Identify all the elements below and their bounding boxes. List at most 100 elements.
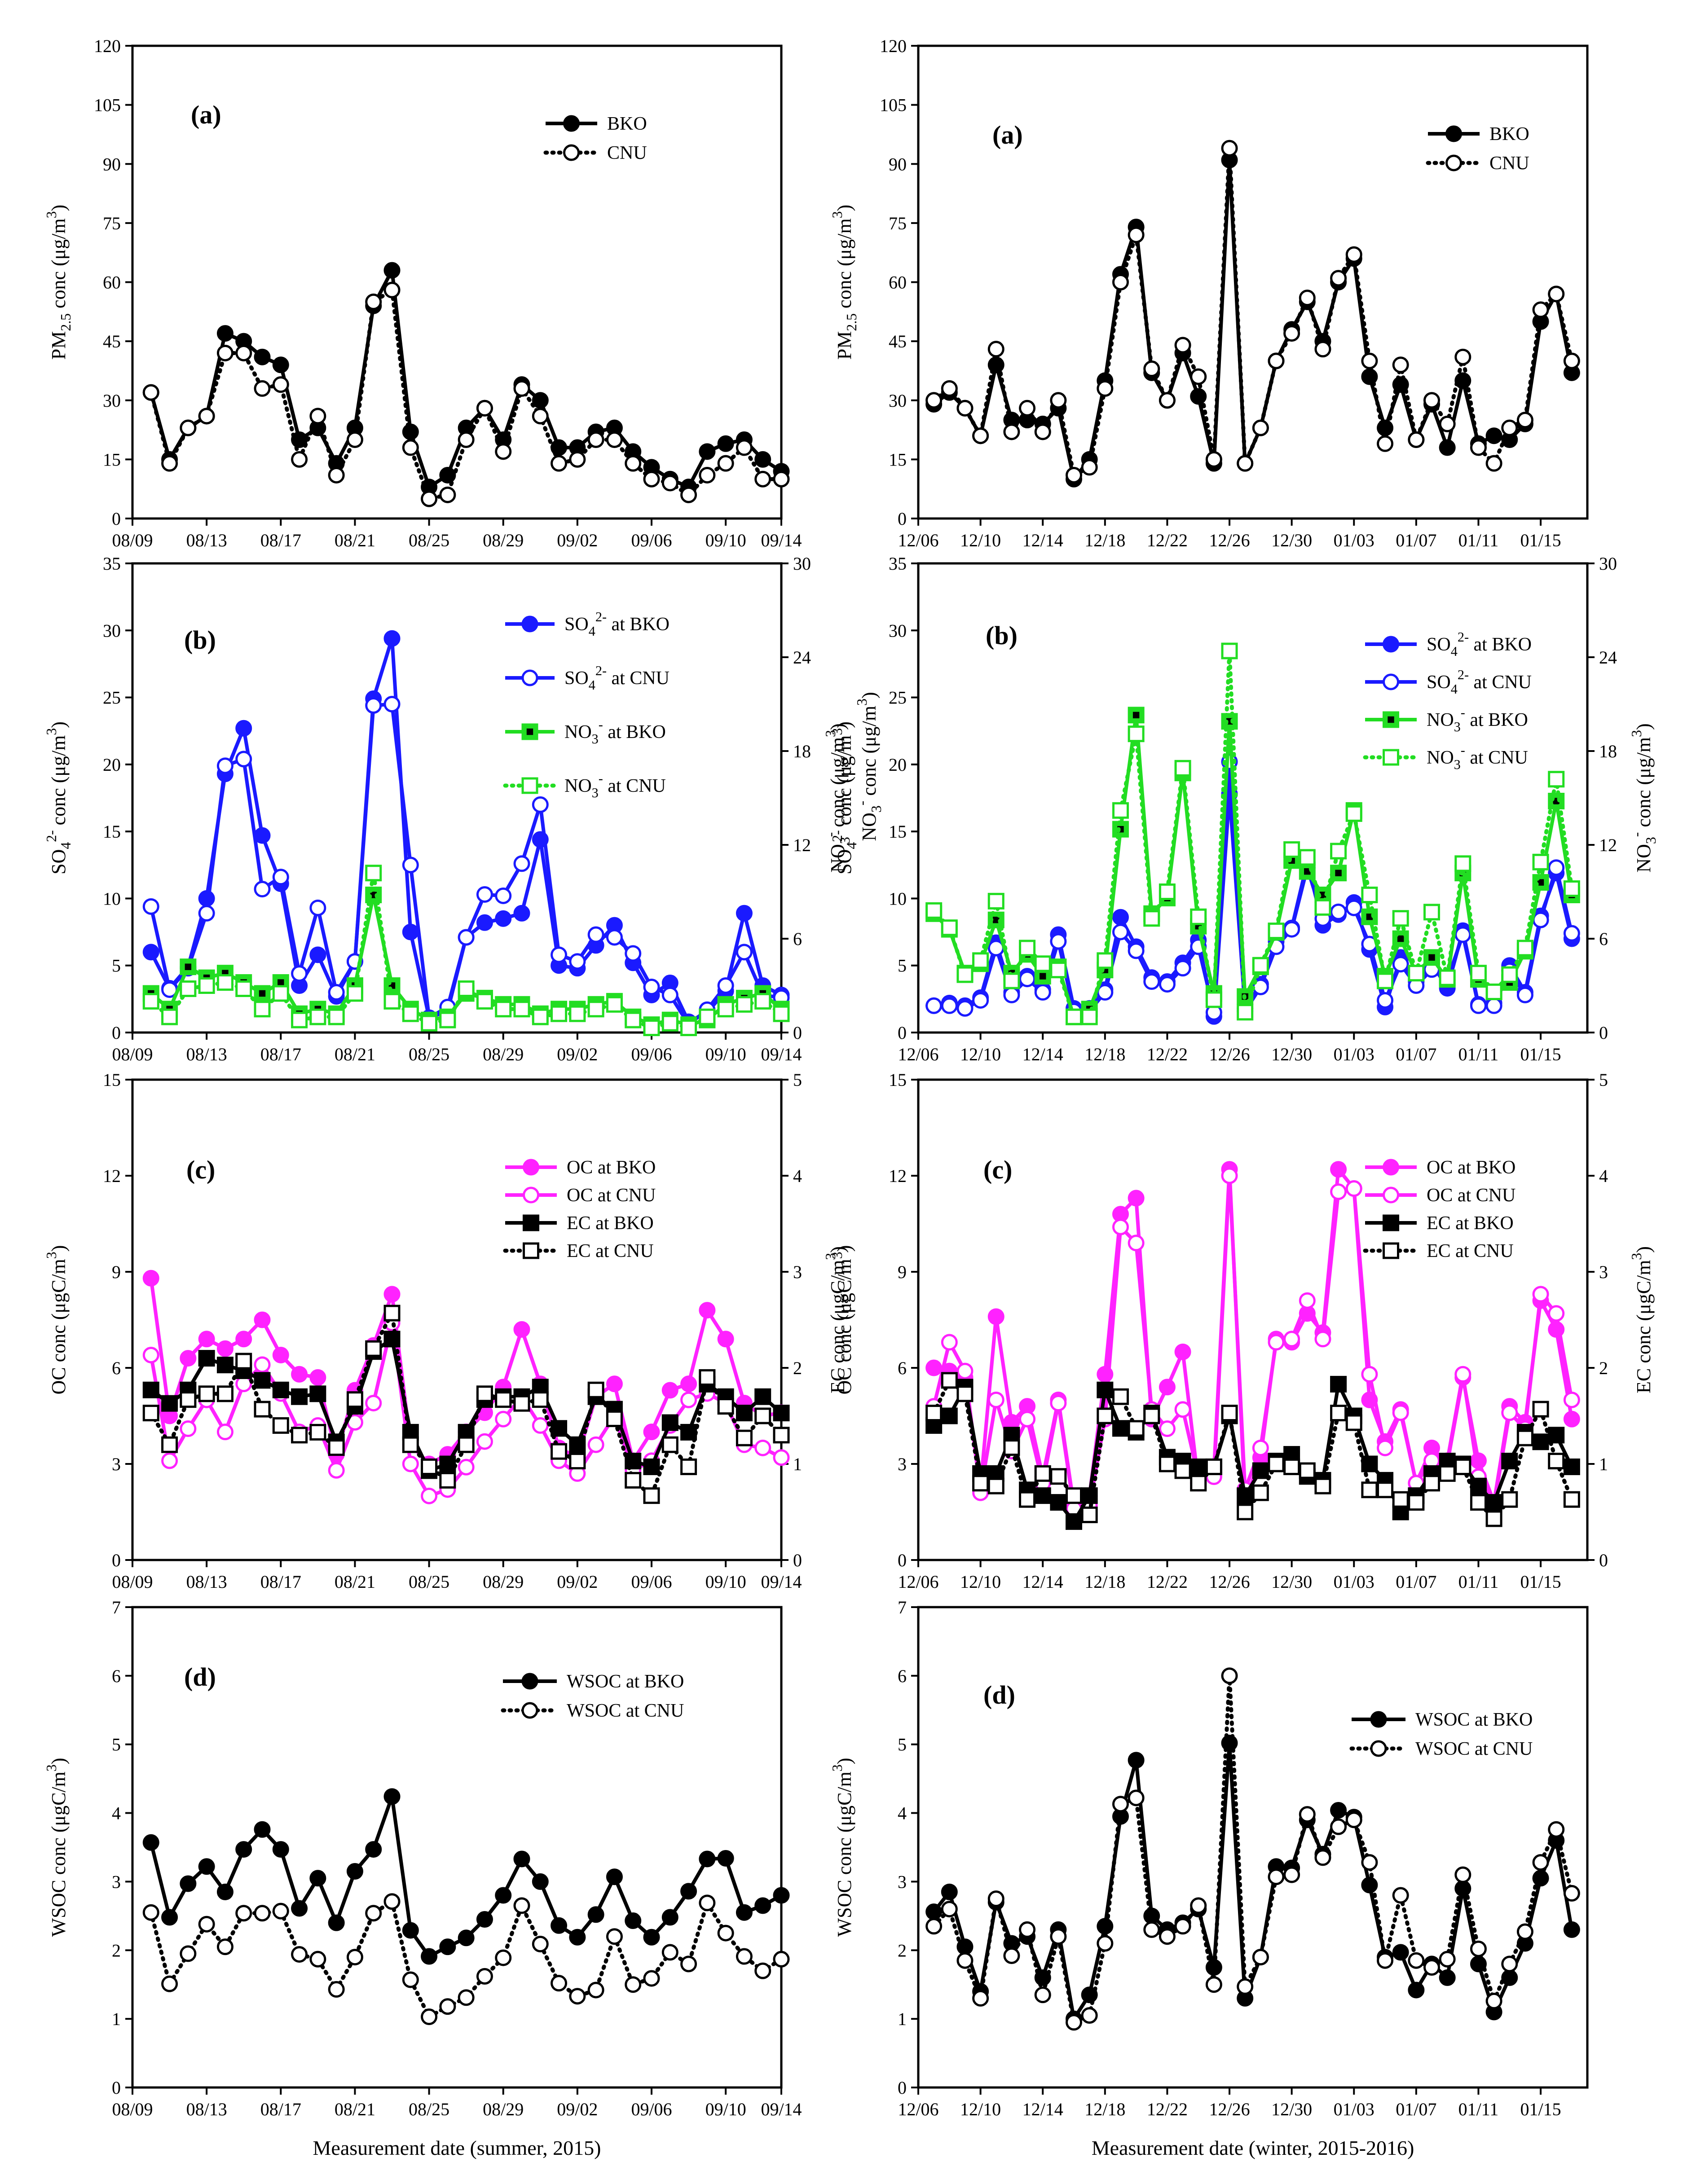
data-point bbox=[439, 1472, 456, 1489]
data-point bbox=[680, 1391, 697, 1408]
x-tick-label: 09/14 bbox=[761, 530, 802, 550]
series-line bbox=[932, 146, 1574, 477]
data-point bbox=[1383, 711, 1399, 728]
data-point bbox=[458, 980, 475, 997]
panel-letter: (d) bbox=[184, 1662, 216, 1692]
data-point bbox=[1221, 1167, 1238, 1184]
data-point bbox=[161, 1436, 178, 1453]
data-point-square bbox=[161, 1395, 178, 1412]
series-wsoc-at-cnu bbox=[925, 1667, 1580, 2031]
data-point bbox=[736, 996, 753, 1013]
data-point bbox=[643, 1487, 660, 1504]
data-point-core bbox=[1490, 1499, 1498, 1506]
y-right-tick-label: 0 bbox=[1599, 1550, 1608, 1570]
data-point bbox=[365, 1394, 382, 1411]
legend-item: WSOC at BKO bbox=[1352, 1709, 1533, 1730]
data-point bbox=[1003, 1947, 1020, 1964]
data-point bbox=[1050, 1494, 1067, 1511]
data-point bbox=[532, 1008, 549, 1025]
x-tick-label: 09/10 bbox=[705, 1572, 746, 1592]
y-tick-label: 5 bbox=[898, 956, 907, 976]
data-point bbox=[1159, 1379, 1176, 1396]
data-point bbox=[1383, 673, 1399, 690]
data-point bbox=[402, 923, 419, 940]
data-point bbox=[699, 466, 716, 483]
data-point bbox=[142, 993, 159, 1010]
y-axis-title: SO42- conc (μg/m3) bbox=[829, 721, 859, 874]
x-tick-label: 08/09 bbox=[112, 530, 153, 550]
data-point bbox=[161, 1975, 178, 1992]
data-point bbox=[1330, 903, 1347, 920]
y-tick-label: 30 bbox=[889, 391, 907, 411]
data-point bbox=[1159, 1928, 1176, 1945]
data-point bbox=[1516, 1923, 1533, 1940]
data-point bbox=[309, 1385, 326, 1402]
data-point bbox=[161, 455, 178, 472]
data-point bbox=[1330, 1818, 1347, 1835]
y-right-tick-label: 18 bbox=[1599, 741, 1617, 761]
data-point bbox=[1383, 1242, 1399, 1259]
data-point-core bbox=[1397, 935, 1404, 942]
chart-summer-a: 0 15 30 45 60 75 90 105 120 08/09 08/13 08/17 08/21 0… bbox=[44, 36, 802, 550]
legend-label: OC at CNU bbox=[567, 1185, 656, 1206]
data-point bbox=[1205, 1976, 1222, 1993]
chart-winter-b: 0 5 10 15 20 25 30 35 0 6 12 18 24 30 12/06 12/10 12/14 1… bbox=[829, 554, 1659, 1064]
data-point bbox=[458, 1436, 475, 1453]
data-point bbox=[1501, 1491, 1518, 1508]
data-point bbox=[513, 1001, 530, 1018]
y-tick-label: 1 bbox=[898, 2009, 907, 2029]
data-point bbox=[717, 1398, 734, 1415]
y-axis-title: OC conc (μgC/m3) bbox=[829, 1245, 855, 1395]
legend-item: NO3- at CNU bbox=[1363, 743, 1528, 772]
y-tick-label: 0 bbox=[112, 1550, 121, 1570]
data-point bbox=[328, 1008, 345, 1025]
data-point bbox=[1097, 380, 1114, 397]
data-point bbox=[346, 1949, 363, 1966]
y-tick-label: 90 bbox=[889, 154, 907, 174]
data-point bbox=[1112, 923, 1129, 940]
data-point bbox=[680, 1019, 697, 1037]
x-tick-label: 01/15 bbox=[1520, 530, 1561, 550]
data-point bbox=[1159, 392, 1176, 409]
x-tick-label: 08/09 bbox=[112, 1572, 153, 1592]
y-tick-label: 5 bbox=[112, 956, 121, 976]
data-point bbox=[1377, 435, 1394, 452]
legend-item: WSOC at BKO bbox=[503, 1671, 684, 1692]
data-point bbox=[235, 751, 252, 768]
y-tick-label: 5 bbox=[898, 1735, 907, 1755]
data-point bbox=[495, 910, 512, 927]
data-point bbox=[521, 615, 538, 633]
data-point bbox=[161, 1008, 178, 1025]
data-point bbox=[661, 1382, 678, 1399]
data-point bbox=[1221, 642, 1238, 659]
data-point bbox=[254, 1905, 271, 1922]
data-point bbox=[142, 1346, 159, 1363]
data-point bbox=[309, 1008, 326, 1025]
data-point bbox=[1034, 1465, 1051, 1482]
data-point bbox=[1190, 1458, 1207, 1475]
data-point bbox=[402, 1455, 419, 1472]
data-point bbox=[1019, 971, 1036, 988]
data-point bbox=[1112, 802, 1129, 819]
x-tick-label: 12/18 bbox=[1084, 530, 1125, 550]
y-right-axis-title: NO3- conc (μg/m3) bbox=[1629, 723, 1659, 872]
legend-item: WSOC at CNU bbox=[1349, 1739, 1533, 1759]
data-point-core bbox=[185, 963, 192, 970]
data-point bbox=[1252, 1462, 1269, 1479]
legend-label: NO3- at CNU bbox=[564, 771, 666, 800]
data-point bbox=[1392, 356, 1409, 374]
data-point bbox=[216, 344, 234, 361]
data-point bbox=[972, 1990, 989, 2007]
y-tick-label: 3 bbox=[112, 1872, 121, 1892]
data-point bbox=[439, 1998, 456, 2015]
data-point bbox=[1299, 1462, 1316, 1479]
panel-letter: (b) bbox=[986, 621, 1018, 650]
plot-frame bbox=[917, 1606, 1589, 2089]
data-point bbox=[476, 1911, 493, 1928]
data-point bbox=[1050, 962, 1067, 979]
data-point bbox=[1445, 154, 1462, 171]
y-tick-label: 5 bbox=[112, 1735, 121, 1755]
panel-letter: (a) bbox=[191, 100, 221, 129]
data-point bbox=[941, 919, 958, 936]
x-tick-label: 12/14 bbox=[1022, 1572, 1063, 1592]
